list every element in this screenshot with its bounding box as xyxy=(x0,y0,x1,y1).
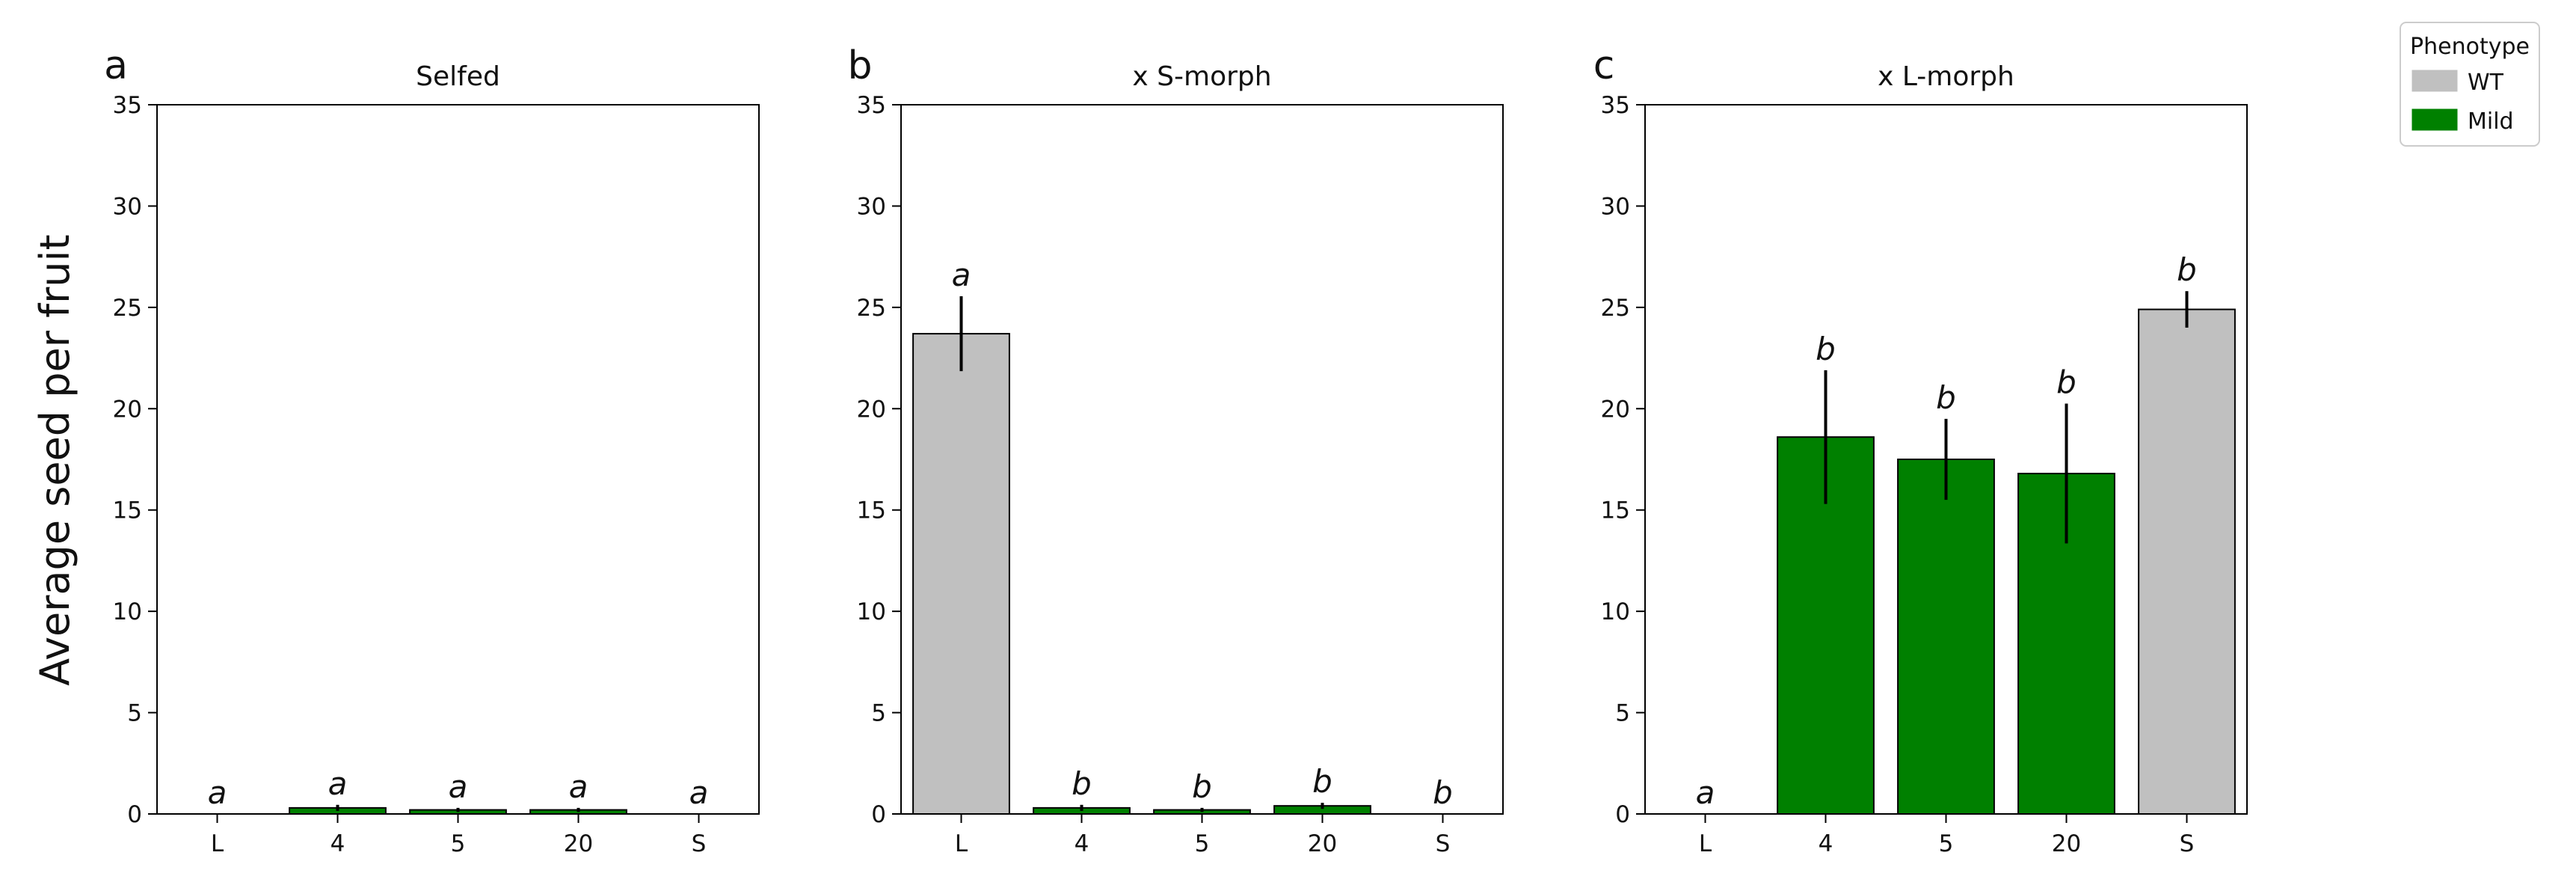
x-tick-label: 5 xyxy=(1939,830,1954,857)
x-tick-label: S xyxy=(2180,830,2195,857)
x-tick-label: 20 xyxy=(1308,830,1337,857)
significance-letter-5: a xyxy=(449,768,468,805)
bar-S xyxy=(2138,308,2236,815)
y-tick-label: 10 xyxy=(113,598,142,625)
bar-L xyxy=(912,333,1010,815)
significance-letter-L: a xyxy=(1696,774,1715,811)
x-tick-label: 5 xyxy=(451,830,466,857)
panel-title: Selfed xyxy=(416,61,500,92)
x-tick-label: L xyxy=(955,830,968,857)
x-tick-label: 4 xyxy=(1819,830,1833,857)
y-tick-label: 15 xyxy=(113,497,142,524)
significance-letter-20: b xyxy=(2056,364,2077,401)
significance-letter-S: b xyxy=(1433,774,1453,811)
significance-letter-5: b xyxy=(1192,768,1212,805)
significance-letter-S: b xyxy=(2177,251,2197,288)
legend-label-wt: WT xyxy=(2468,70,2504,96)
x-tick-label: 20 xyxy=(2052,830,2081,857)
y-tick-label: 20 xyxy=(1601,396,1630,423)
x-tick-label: 4 xyxy=(1075,830,1089,857)
significance-letter-20: a xyxy=(569,768,588,805)
panel-title: x L-morph xyxy=(1878,61,2014,92)
y-tick-label: 0 xyxy=(127,801,142,828)
y-tick-label: 30 xyxy=(857,193,886,220)
x-tick-label: 5 xyxy=(1195,830,1210,857)
panel-title: x S-morph xyxy=(1132,61,1271,92)
y-tick-label: 20 xyxy=(113,396,142,423)
y-tick-label: 30 xyxy=(1601,193,1630,220)
panel-label: a xyxy=(104,43,128,88)
x-tick-label: 20 xyxy=(564,830,593,857)
y-tick-label: 35 xyxy=(857,92,886,119)
y-tick-label: 0 xyxy=(1615,801,1630,828)
y-tick-label: 5 xyxy=(1615,700,1630,727)
significance-letter-4: b xyxy=(1072,765,1092,802)
y-tick-label: 15 xyxy=(857,497,886,524)
y-tick-label: 0 xyxy=(871,801,886,828)
significance-letter-4: b xyxy=(1816,331,1836,367)
y-tick-label: 35 xyxy=(1601,92,1630,119)
legend-swatch-mild xyxy=(2411,108,2458,131)
x-tick-label: 4 xyxy=(331,830,345,857)
significance-letter-4: a xyxy=(328,765,348,802)
significance-letter-L: a xyxy=(208,774,227,811)
y-tick-label: 10 xyxy=(1601,598,1630,625)
y-tick-label: 35 xyxy=(113,92,142,119)
y-tick-label: 5 xyxy=(871,700,886,727)
panel-label: c xyxy=(1593,43,1615,88)
x-tick-label: L xyxy=(211,830,224,857)
y-tick-label: 5 xyxy=(127,700,142,727)
panel-b: a b b b b 0 5 10 15 20 25 30 35 L 4 5 20 Sx S-morph b xyxy=(847,43,1504,857)
legend: Phenotype WT Mild xyxy=(2400,22,2540,147)
y-tick-label: 25 xyxy=(1601,295,1630,322)
x-tick-label: S xyxy=(1436,830,1451,857)
axes-frame xyxy=(156,104,760,815)
y-tick-label: 25 xyxy=(857,295,886,322)
legend-title: Phenotype xyxy=(2410,34,2530,60)
y-tick-label: 30 xyxy=(113,193,142,220)
y-tick-label: 20 xyxy=(857,396,886,423)
legend-label-mild: Mild xyxy=(2468,108,2514,135)
significance-letter-S: a xyxy=(689,774,709,811)
panel-a: a a a a a 0 5 10 15 20 25 30 35 L 4 5 20 S Selfed a xyxy=(104,43,760,857)
y-tick-label: 15 xyxy=(1601,497,1630,524)
y-axis-label: Average seed per fruit xyxy=(31,234,79,685)
significance-letter-5: b xyxy=(1936,379,1956,416)
bar-5 xyxy=(1897,459,1995,815)
x-tick-label: S xyxy=(692,830,707,857)
significance-letter-L: a xyxy=(952,257,971,293)
significance-letter-20: b xyxy=(1312,763,1332,800)
panel-label: b xyxy=(847,43,872,88)
x-tick-label: L xyxy=(1699,830,1712,857)
legend-swatch-wt xyxy=(2411,70,2458,92)
y-tick-label: 25 xyxy=(113,295,142,322)
panel-c: a b b b b 0 5 10 15 20 25 30 35 L 4 5 20 Sx L-morph c xyxy=(1593,43,2248,857)
y-tick-label: 10 xyxy=(857,598,886,625)
